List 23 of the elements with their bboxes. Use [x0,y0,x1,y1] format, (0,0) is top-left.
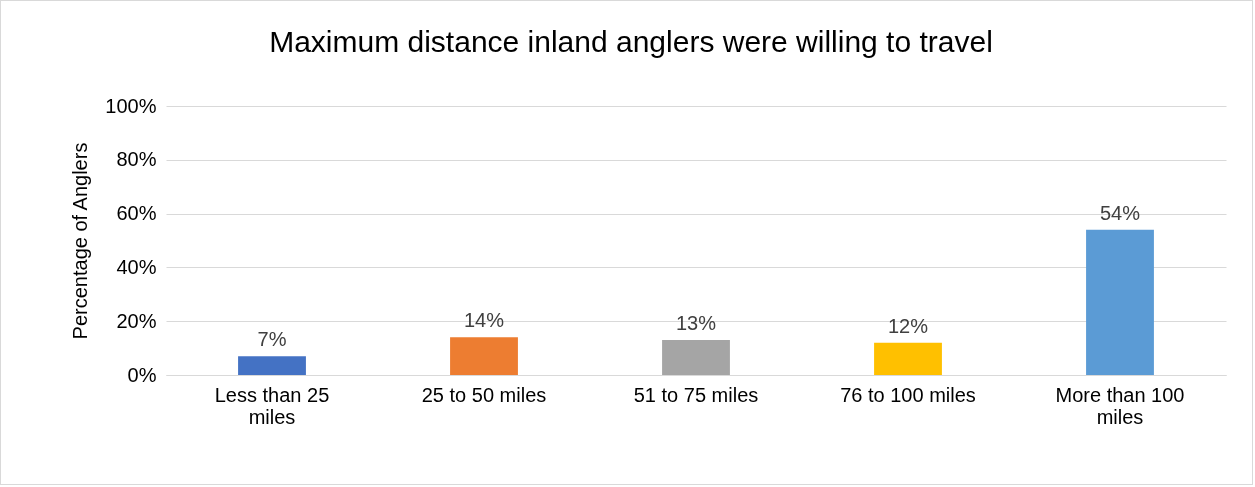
y-tick-label: 40% [116,255,157,278]
x-tick-label: Less than 25 miles [214,383,330,428]
data-label: 13% [675,312,717,335]
data-label: 7% [257,328,287,351]
y-tick-label: 20% [116,309,157,332]
y-tick-label: 0% [127,363,157,386]
x-tick-label: 25 to 50 miles [421,383,547,406]
x-tick-label: 76 to 100 miles [840,383,976,406]
x-tick-label: More than 100 miles [1055,383,1185,428]
bar [662,340,730,375]
chart-title: Maximum distance inland anglers were willing to travel [269,25,993,58]
bar [874,342,942,375]
bar [1086,229,1154,375]
bar [450,337,518,375]
bar [238,356,306,375]
y-tick-label: 100% [105,94,157,117]
data-label: 54% [1099,201,1141,224]
y-tick-label: 80% [116,148,157,171]
data-label: 14% [463,309,505,332]
data-label: 12% [887,314,929,337]
x-tick-label: 51 to 75 miles [633,383,759,406]
y-axis-title: Percentage of Anglers [69,142,92,340]
y-tick-label: 60% [116,202,157,225]
